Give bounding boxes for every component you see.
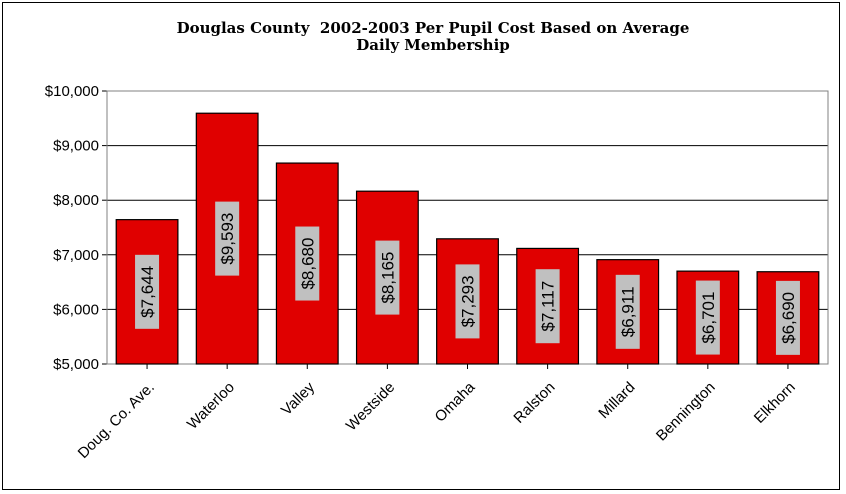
- x-tick-label: Omaha: [432, 378, 479, 425]
- x-tick-label: Waterloo: [184, 379, 238, 433]
- x-tick-label: Elkhorn: [751, 379, 799, 427]
- y-tick-label: $6,000: [53, 301, 99, 318]
- data-label: $6,690: [779, 292, 798, 344]
- data-label: $7,644: [138, 266, 157, 318]
- data-label: $8,680: [298, 238, 317, 290]
- data-label-box: [295, 226, 320, 301]
- chart-title-line-1: Douglas County 2002-2003 Per Pupil Cost …: [176, 19, 690, 37]
- y-tick-label: $9,000: [53, 138, 99, 155]
- y-tick-label: $7,000: [53, 247, 99, 264]
- y-tick-label: $8,000: [53, 192, 99, 209]
- data-label: $6,911: [619, 286, 638, 337]
- data-label-box: [375, 240, 400, 315]
- chart-title: Douglas County 2002-2003 Per Pupil Cost …: [0, 20, 846, 54]
- data-label-box: [695, 280, 720, 355]
- data-label-box: [615, 274, 640, 349]
- data-label: $8,165: [378, 252, 397, 304]
- y-tick-label: $10,000: [45, 83, 99, 100]
- data-label-box: [455, 264, 480, 339]
- chart-title-line-2: Daily Membership: [356, 36, 510, 54]
- data-label-box: [775, 280, 800, 355]
- x-tick-label: Ralston: [510, 379, 558, 427]
- data-label-box: [135, 254, 160, 329]
- x-tick-label: Millard: [595, 379, 638, 422]
- data-label: $7,117: [539, 281, 558, 332]
- x-tick-label: Doug. Co. Ave.: [75, 379, 158, 462]
- data-label: $6,701: [699, 292, 718, 344]
- data-label: $9,593: [218, 213, 237, 265]
- data-label-box: [215, 201, 240, 276]
- data-label: $7,293: [459, 275, 478, 327]
- x-tick-label: Bennington: [653, 379, 719, 445]
- data-label-box: [535, 269, 560, 344]
- x-tick-label: Westside: [343, 379, 398, 434]
- y-tick-label: $5,000: [53, 356, 99, 373]
- x-tick-label: Valley: [278, 378, 318, 418]
